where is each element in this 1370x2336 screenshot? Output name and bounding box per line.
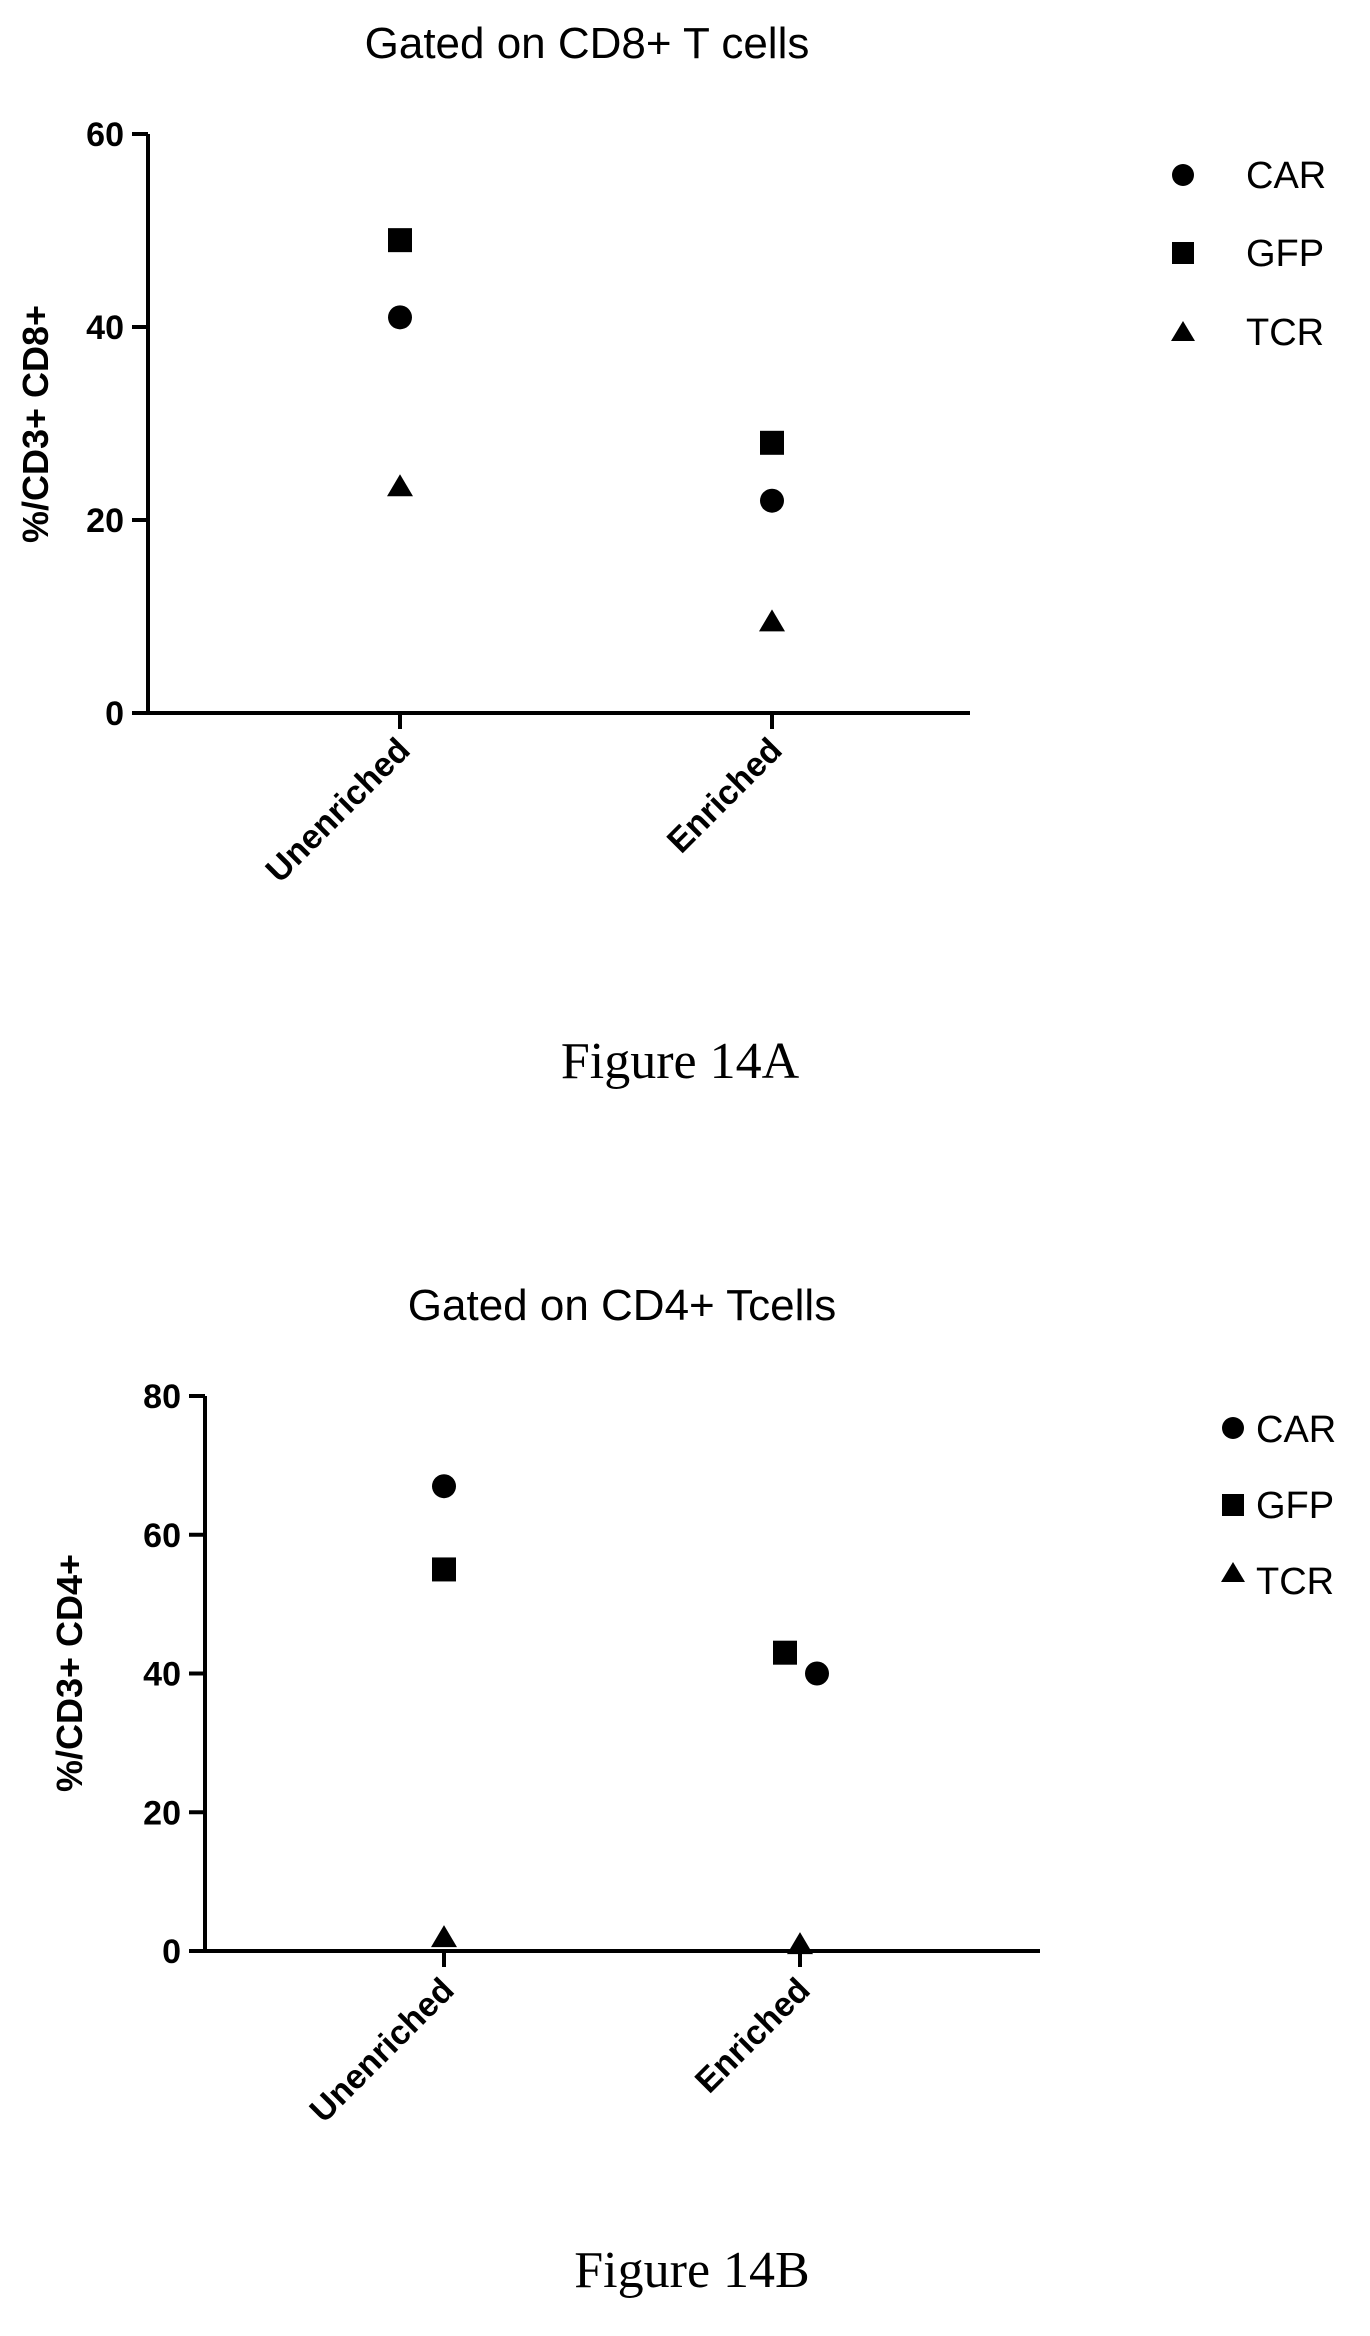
chart-b-point-tcr	[431, 1925, 457, 1948]
chart-b-y-tick-label: 0	[162, 1933, 181, 1971]
chart-a-legend-label: GFP	[1246, 233, 1324, 275]
chart-b-legend-label: GFP	[1256, 1485, 1334, 1527]
chart-a-x-ticks: Unenriched Enriched	[259, 713, 790, 890]
chart-a-y-tick-label: 20	[86, 502, 124, 540]
chart-b-points	[431, 1474, 829, 1955]
chart-b-y-axis-label: %/CD3+ CD4+	[49, 1554, 90, 1792]
chart-b-caption: Figure 14B	[574, 2242, 809, 2299]
chart-b-legend-label: TCR	[1256, 1561, 1334, 1603]
chart-a-caption: Figure 14A	[561, 1033, 800, 1090]
chart-a-y-axis-label: %/CD3+ CD8+	[15, 305, 56, 543]
chart-a-y-tick-label: 60	[86, 116, 124, 154]
chart-b-y-tick-label: 60	[143, 1517, 181, 1555]
legend-circle-marker	[1222, 1417, 1244, 1439]
chart-b-y-ticks: 0 20 40 60 80	[143, 1378, 205, 1971]
chart-a-title: Gated on CD8+ T cells	[365, 19, 810, 68]
legend-triangle-marker	[1171, 321, 1195, 341]
chart-a-y-tick-label: 40	[86, 309, 124, 347]
chart-b-legend-label: CAR	[1256, 1409, 1336, 1451]
chart-b-point-gfp	[432, 1557, 456, 1582]
chart-b-y-tick-label: 80	[143, 1378, 181, 1416]
chart-a-category-label: Enriched	[660, 731, 790, 861]
chart-a-legend-label: CAR	[1246, 155, 1326, 197]
chart-b-category-label: Enriched	[688, 1971, 818, 2101]
chart-b-point-car	[805, 1661, 829, 1686]
legend-circle-marker	[1172, 164, 1194, 186]
chart-b-y-tick-label: 40	[143, 1656, 181, 1694]
chart-b-x-ticks: Unenriched Enriched	[303, 1951, 818, 2130]
chart-a-legend-label: TCR	[1246, 312, 1324, 354]
legend-triangle-marker	[1221, 1562, 1245, 1582]
chart-a-point-car	[760, 488, 784, 513]
chart-a-point-tcr	[387, 474, 413, 497]
chart-b-category-label: Unenriched	[303, 1971, 462, 2130]
chart-14b: Gated on CD4+ Tcells %/CD3+ CD4+ 0 20 40 60…	[49, 1281, 1336, 2299]
chart-a-points	[387, 228, 785, 632]
chart-14a: Gated on CD8+ T cells %/CD3+ CD8+ 0 20 40 6…	[15, 19, 1326, 1090]
chart-a-point-car	[388, 305, 412, 330]
chart-a-point-gfp	[760, 430, 784, 455]
chart-b-point-gfp	[773, 1640, 797, 1665]
legend-square-marker	[1222, 1494, 1244, 1516]
chart-b-point-tcr	[787, 1932, 813, 1955]
chart-a-point-gfp	[388, 228, 412, 253]
chart-a-y-ticks: 0 20 40 60	[86, 116, 148, 733]
chart-a-point-tcr	[759, 609, 785, 632]
chart-a-category-label: Unenriched	[259, 731, 418, 890]
chart-b-legend: CAR GFP TCR	[1221, 1409, 1336, 1603]
chart-a-legend: CAR GFP TCR	[1171, 155, 1326, 354]
chart-b-point-car	[432, 1474, 456, 1499]
legend-square-marker	[1172, 242, 1194, 264]
chart-b-title: Gated on CD4+ Tcells	[408, 1281, 836, 1330]
chart-b-y-tick-label: 20	[143, 1794, 181, 1832]
chart-a-y-tick-label: 0	[105, 695, 124, 733]
